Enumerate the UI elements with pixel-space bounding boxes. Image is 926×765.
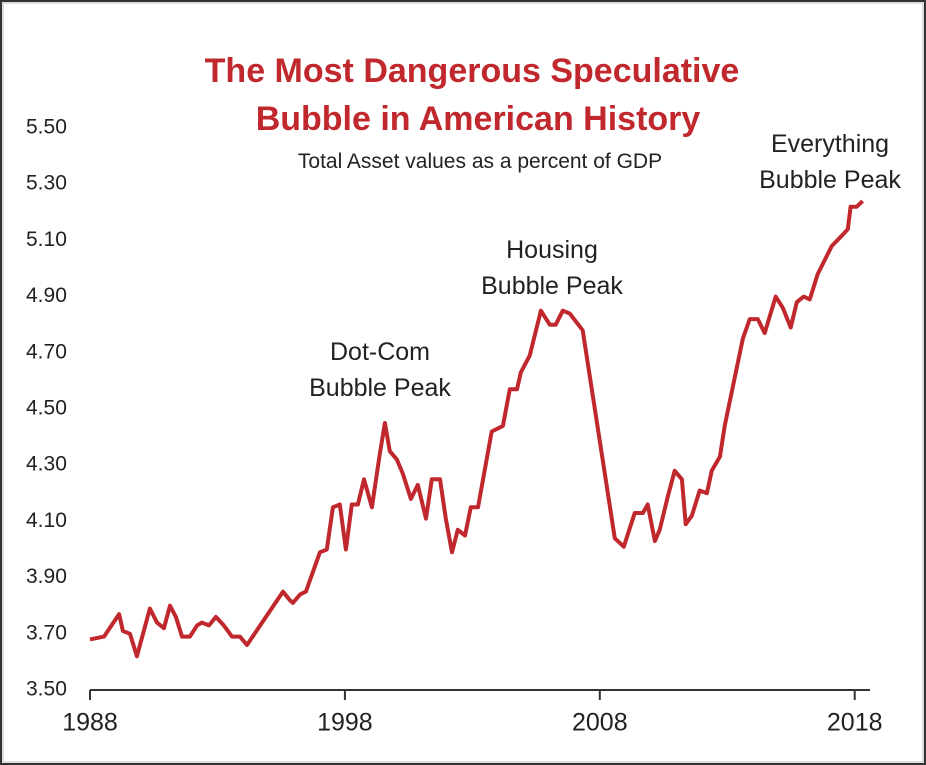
y-tick-label: 3.90 xyxy=(26,565,67,588)
y-tick-label: 5.50 xyxy=(26,116,67,139)
chart-subtitle: Total Asset values as a percent of GDP xyxy=(298,150,662,173)
y-tick-label: 4.50 xyxy=(26,397,67,420)
annotation: Housing xyxy=(506,236,598,264)
annotation: Bubble Peak xyxy=(759,166,901,194)
x-tick-label: 1998 xyxy=(317,709,373,737)
y-tick-label: 3.50 xyxy=(26,678,67,701)
data-line xyxy=(89,199,864,659)
annotation: Dot-Com xyxy=(330,338,430,366)
annotation: Everything xyxy=(771,130,889,158)
y-tick-label: 5.30 xyxy=(26,172,67,195)
chart-title: Bubble in American History xyxy=(256,100,701,138)
y-tick-label: 4.90 xyxy=(26,284,67,307)
y-tick-label: 4.30 xyxy=(26,453,67,476)
y-tick-label: 4.70 xyxy=(26,340,67,363)
x-tick-label: 2008 xyxy=(572,709,628,737)
chart-title: The Most Dangerous Speculative xyxy=(205,52,740,90)
y-tick-label: 5.10 xyxy=(26,228,67,251)
x-tick-label: 2018 xyxy=(827,709,883,737)
y-tick-label: 3.70 xyxy=(26,621,67,644)
annotation: Bubble Peak xyxy=(481,272,623,300)
annotation: Bubble Peak xyxy=(309,374,451,402)
y-tick-label: 4.10 xyxy=(26,509,67,532)
x-tick-label: 1988 xyxy=(62,709,118,737)
